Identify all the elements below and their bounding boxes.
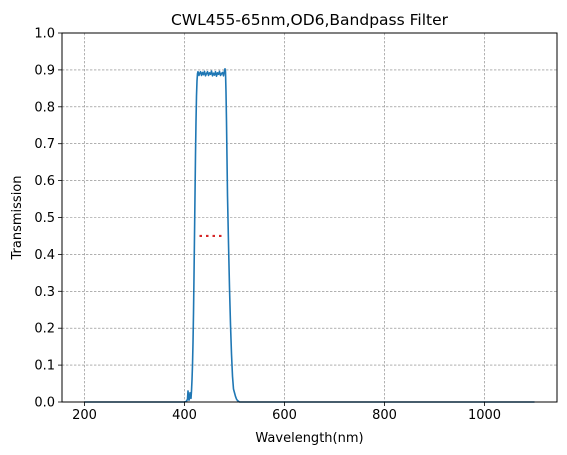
- x-tick-label: 600: [272, 408, 297, 423]
- y-tick-label: 0.4: [34, 248, 55, 263]
- x-tick-label: 1000: [468, 408, 501, 423]
- y-tick-label: 0.2: [34, 322, 55, 337]
- y-tick-label: 0.7: [34, 137, 55, 152]
- x-tick-label: 800: [372, 408, 397, 423]
- series-line-transmission: [84, 67, 535, 403]
- y-tick-label: 0.9: [34, 63, 55, 78]
- series-layer: [84, 67, 535, 403]
- x-ticks: 200 400 600 800 1000: [72, 402, 501, 423]
- x-tick-label: 400: [172, 408, 197, 423]
- y-axis-label: Transmission: [10, 176, 25, 261]
- chart-title: CWL455-65nm,OD6,Bandpass Filter: [171, 11, 449, 29]
- y-tick-label: 0.8: [34, 100, 55, 115]
- y-tick-label: 0.6: [34, 174, 55, 189]
- y-tick-label: 0.5: [34, 211, 55, 226]
- y-tick-label: 0.0: [34, 396, 55, 411]
- y-tick-label: 1.0: [34, 27, 55, 42]
- y-ticks: 0.0 0.1 0.2 0.3 0.4 0.5 0.6 0.7 0.8 0.9 1.0: [34, 27, 62, 411]
- x-axis-label: Wavelength(nm): [255, 431, 363, 446]
- y-tick-label: 0.1: [34, 359, 55, 374]
- y-tick-label: 0.3: [34, 285, 55, 300]
- x-tick-label: 200: [72, 408, 97, 423]
